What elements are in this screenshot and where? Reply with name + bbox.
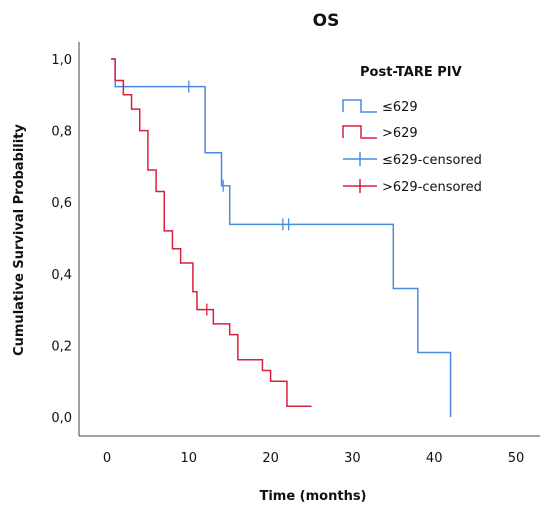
legend-entry: >629 xyxy=(382,126,418,141)
chart-title: OS xyxy=(313,11,340,31)
y-axis-label: Cumulative Survival Probability xyxy=(12,124,27,356)
x-tick-label: 50 xyxy=(508,451,525,466)
x-tick-label: 30 xyxy=(344,451,361,466)
axes xyxy=(78,42,540,437)
x-axis-label: Time (months) xyxy=(259,489,366,504)
legend-entry: >629-censored xyxy=(382,180,482,195)
y-tick-label: 0,2 xyxy=(51,339,72,354)
survival-curve-series-1 xyxy=(111,58,452,417)
legend-entry: ≤629 xyxy=(382,100,418,115)
x-tick-label: 10 xyxy=(181,451,198,466)
survival-curve-series-2 xyxy=(111,58,312,408)
series-group xyxy=(111,58,452,417)
legend-title: Post-TARE PIV xyxy=(360,65,462,80)
x-tick-label: 40 xyxy=(426,451,443,466)
x-tick-label: 20 xyxy=(262,451,279,466)
legend-swatch-series-1 xyxy=(342,99,377,113)
y-tick-label: 1,0 xyxy=(51,53,72,68)
legend-entry: ≤629-censored xyxy=(382,153,482,168)
x-tick-label: 0 xyxy=(103,451,111,466)
y-tick-label: 0,8 xyxy=(51,125,72,140)
ticks: 0 10 20 30 40 50 0,0 0,2 0,4 0,6 0,8 1,0 xyxy=(51,53,524,466)
legend: Post-TARE PIV ≤629 >629 ≤629-censored >629-… xyxy=(342,65,482,195)
y-tick-label: 0,0 xyxy=(51,411,72,426)
y-tick-label: 0,6 xyxy=(51,196,72,211)
legend-swatch-series-2 xyxy=(342,125,377,139)
y-tick-label: 0,4 xyxy=(51,268,72,283)
